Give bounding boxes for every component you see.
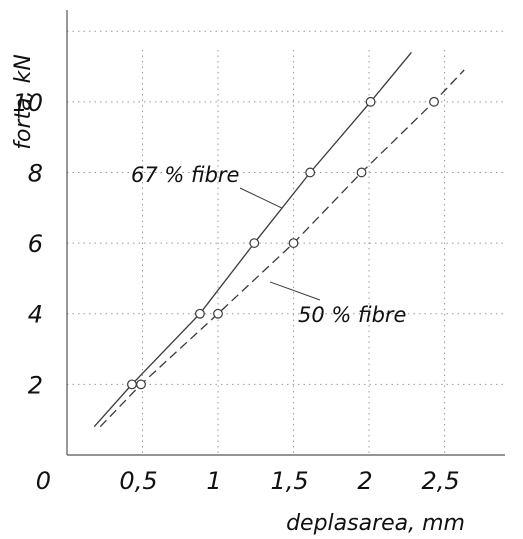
data-point-s1-3 <box>356 167 367 178</box>
data-point-s1-2 <box>288 238 299 248</box>
y-tick-label-4: 10 <box>12 89 43 117</box>
series-line-1 <box>99 69 465 428</box>
data-point-s1-1 <box>213 308 223 319</box>
y-axis-title: forta, kN <box>11 54 36 150</box>
data-point-s0-4 <box>365 96 376 107</box>
y-tick-label-3: 8 <box>28 159 43 187</box>
series-label-leader-67 <box>239 187 282 209</box>
y-tick-label-0: 2 <box>28 371 43 399</box>
y-tick-label-1: 4 <box>28 301 43 329</box>
data-point-s1-4 <box>429 96 439 107</box>
series-layer <box>93 51 465 428</box>
x-axis-title: deplasarea, mm <box>286 511 465 536</box>
origin-label: 0 <box>36 467 51 495</box>
x-tick-label-4: 2,5 <box>422 467 460 495</box>
grid <box>67 30 505 455</box>
series-label-67-fibre: 67 % fibre <box>131 163 239 187</box>
data-point-s0-1 <box>195 308 205 319</box>
x-tick-label-3: 2 <box>357 467 372 495</box>
series-label-50-fibre: 50 % fibre <box>298 303 406 327</box>
x-tick-label-1: 1 <box>206 467 221 495</box>
data-point-s0-3 <box>305 167 316 178</box>
x-tick-label-2: 1,5 <box>270 467 308 495</box>
data-point-s1-0 <box>136 379 146 390</box>
x-tick-label-0: 0,5 <box>119 467 157 495</box>
series-label-leader-50 <box>269 281 321 301</box>
data-point-s0-2 <box>249 238 260 248</box>
tick-labels: 2 4 6 8 10 0,5 1 1,5 2 2,5 <box>12 89 459 495</box>
y-tick-label-2: 6 <box>28 230 43 258</box>
data-point-s0-0 <box>127 379 137 390</box>
